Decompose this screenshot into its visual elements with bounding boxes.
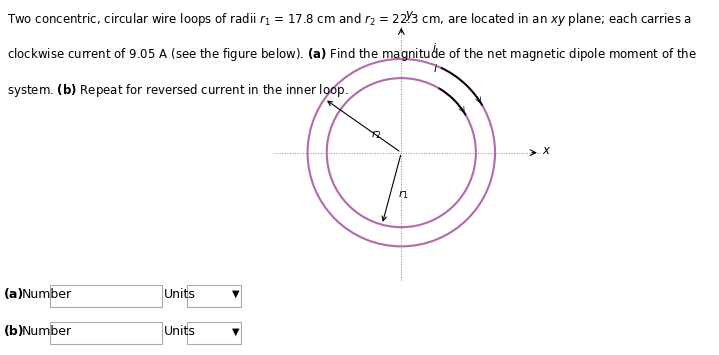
Text: ▼: ▼	[232, 289, 239, 299]
Text: $r_1$: $r_1$	[398, 189, 409, 201]
Text: Number: Number	[22, 288, 72, 301]
FancyBboxPatch shape	[187, 322, 241, 344]
Text: ▼: ▼	[232, 327, 239, 337]
Text: (b): (b)	[4, 325, 24, 338]
Text: clockwise current of 9.05 A (see the figure below). $\mathbf{(a)}$ Find the magn: clockwise current of 9.05 A (see the fig…	[7, 46, 697, 63]
Text: $i$: $i$	[434, 62, 439, 73]
FancyBboxPatch shape	[50, 322, 162, 344]
Text: $r_2$: $r_2$	[372, 128, 383, 141]
FancyBboxPatch shape	[187, 285, 241, 307]
Text: (a): (a)	[4, 288, 24, 301]
Text: $i$: $i$	[432, 41, 437, 53]
Text: x: x	[542, 144, 549, 157]
Text: system. $\mathbf{(b)}$ Repeat for reversed current in the inner loop.: system. $\mathbf{(b)}$ Repeat for revers…	[7, 82, 349, 99]
Text: y: y	[406, 7, 413, 21]
Text: Two concentric, circular wire loops of radii $r_1$ = 17.8 cm and $r_2$ = 22.3 cm: Two concentric, circular wire loops of r…	[7, 11, 692, 28]
Text: Units: Units	[164, 288, 196, 301]
Text: Units: Units	[164, 325, 196, 338]
Text: Number: Number	[22, 325, 72, 338]
FancyBboxPatch shape	[50, 285, 162, 307]
